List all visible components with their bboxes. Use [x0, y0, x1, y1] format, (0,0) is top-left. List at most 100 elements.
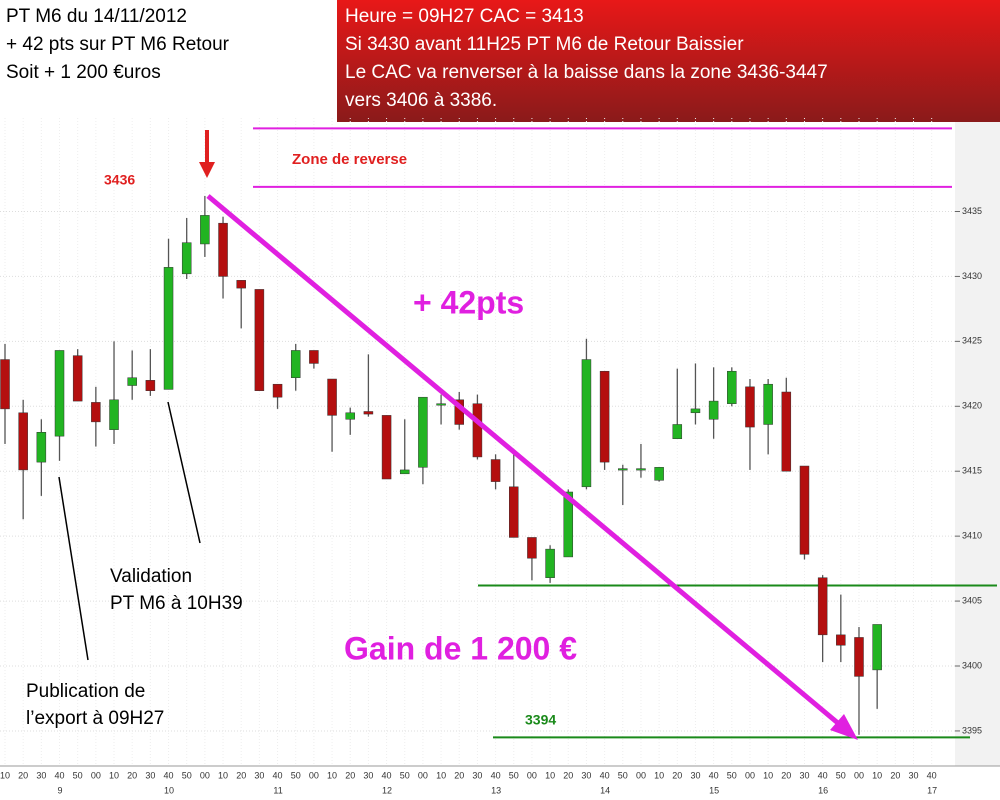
candle-body — [490, 459, 501, 482]
x-tick-label: 40 — [818, 770, 828, 780]
hour-label: 14 — [600, 785, 610, 795]
candle-body — [872, 624, 882, 671]
x-tick-label: 20 — [454, 770, 464, 780]
x-tick-label: 20 — [563, 770, 573, 780]
x-tick-label: 20 — [672, 770, 682, 780]
candle-body — [200, 215, 210, 245]
alert-line: Si 3430 avant 11H25 PT M6 de Retour Bais… — [345, 34, 744, 55]
hour-label: 10 — [164, 785, 174, 795]
candle-body — [836, 634, 846, 646]
candle-body — [127, 377, 137, 386]
alert-line: vers 3406 à 3386. — [345, 90, 497, 111]
x-tick-label: 40 — [164, 770, 174, 780]
candle-body — [309, 350, 319, 364]
candle-body — [381, 415, 392, 480]
y-tick-label: 3405 — [962, 595, 982, 605]
x-tick-label: 00 — [418, 770, 428, 780]
candle-body — [781, 391, 792, 472]
candle-body — [72, 355, 83, 402]
candle-body — [599, 370, 610, 463]
x-tick-label: 30 — [472, 770, 482, 780]
hour-label: 13 — [491, 785, 501, 795]
candle-body — [690, 408, 701, 414]
publication-label: l’export à 09H27 — [26, 708, 164, 729]
y-tick-label: 3415 — [962, 466, 982, 476]
candle-body — [109, 399, 119, 430]
x-tick-label: 10 — [0, 770, 10, 780]
candle-body — [163, 267, 174, 390]
x-tick-label: 00 — [745, 770, 755, 780]
validation-label: Validation — [110, 566, 192, 587]
candle-body — [545, 548, 555, 578]
candle-body — [345, 412, 355, 420]
x-tick-label: 50 — [618, 770, 628, 780]
x-tick-label: 00 — [91, 770, 101, 780]
x-tick-label: 10 — [654, 770, 664, 780]
x-tick-label: 30 — [145, 770, 155, 780]
candle-body — [418, 396, 428, 468]
x-tick-label: 50 — [73, 770, 83, 780]
candle-body — [218, 222, 228, 277]
y-tick-label: 3435 — [962, 206, 982, 216]
x-tick-label: 00 — [636, 770, 646, 780]
x-tick-label: 30 — [799, 770, 809, 780]
top-arrow-head — [199, 162, 215, 178]
x-tick-label: 00 — [527, 770, 537, 780]
candle-body — [763, 383, 773, 425]
candle-body — [363, 411, 374, 415]
candle-body — [509, 486, 519, 538]
pointer-line — [58, 476, 89, 661]
gain-pts: + 42pts — [413, 284, 524, 320]
hour-label: 11 — [273, 785, 282, 795]
candle-body — [527, 537, 537, 559]
x-tick-label: 00 — [309, 770, 319, 780]
info-line: Soit + 1 200 €uros — [6, 62, 161, 83]
candle-body — [181, 242, 192, 275]
x-tick-label: 50 — [836, 770, 846, 780]
low-label: 3394 — [525, 712, 556, 728]
candle-body — [145, 380, 156, 391]
candle-body — [636, 468, 646, 471]
gain-label: Gain de 1 200 € — [344, 630, 577, 666]
candle-body — [581, 359, 592, 488]
y-tick-label: 3395 — [962, 725, 982, 735]
info-line: + 42 pts sur PT M6 Retour — [6, 34, 230, 55]
x-tick-label: 50 — [291, 770, 301, 780]
candle-body — [799, 465, 810, 555]
x-tick-label: 10 — [763, 770, 773, 780]
x-tick-label: 50 — [727, 770, 737, 780]
x-tick-label: 00 — [854, 770, 864, 780]
candle-body — [472, 403, 483, 458]
pointer-line — [167, 401, 201, 544]
y-tick-label: 3400 — [962, 660, 982, 670]
hour-label: 9 — [57, 785, 62, 795]
x-tick-label: 50 — [182, 770, 192, 780]
x-tick-label: 30 — [254, 770, 264, 780]
zone-label: Zone de reverse — [292, 151, 407, 168]
x-tick-label: 30 — [36, 770, 46, 780]
hour-label: 16 — [818, 785, 828, 795]
alert-box — [337, 0, 1000, 122]
candle-body — [18, 412, 28, 471]
x-tick-label: 40 — [600, 770, 610, 780]
validation-label: PT M6 à 10H39 — [110, 593, 243, 614]
candle-body — [272, 383, 283, 398]
candle-body — [236, 280, 246, 289]
x-tick-label: 40 — [55, 770, 65, 780]
x-tick-label: 40 — [491, 770, 501, 780]
y-tick-label: 3430 — [962, 271, 982, 281]
hour-label: 17 — [927, 785, 937, 795]
x-tick-label: 00 — [200, 770, 210, 780]
candle-body — [654, 467, 664, 481]
x-tick-label: 20 — [18, 770, 28, 780]
candle-body — [290, 350, 301, 378]
x-tick-label: 20 — [345, 770, 355, 780]
candle-body — [254, 289, 265, 391]
candle-body — [672, 424, 683, 440]
x-tick-label: 30 — [581, 770, 591, 780]
hour-label: 12 — [382, 785, 392, 795]
x-tick-label: 10 — [436, 770, 446, 780]
x-tick-label: 40 — [382, 770, 392, 780]
candle-body — [399, 469, 410, 475]
